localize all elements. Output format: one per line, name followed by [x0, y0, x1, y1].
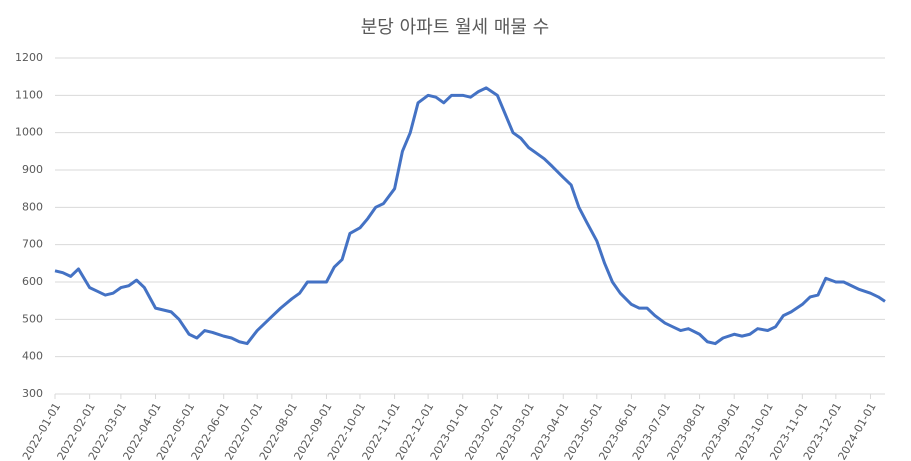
y-tick-label: 900	[22, 163, 43, 176]
y-tick-label: 300	[22, 387, 43, 400]
data-line	[54, 86, 886, 346]
y-tick-label: 500	[22, 312, 43, 325]
y-tick-label: 1200	[15, 51, 43, 64]
y-tick-label: 1000	[15, 126, 43, 139]
y-tick-label: 1100	[15, 88, 43, 101]
y-tick-label: 600	[22, 275, 43, 288]
chart-title: 분당 아파트 월세 매물 수	[361, 17, 550, 38]
y-tick-label: 800	[22, 200, 43, 213]
y-tick-label: 400	[22, 350, 43, 363]
y-tick-label: 700	[22, 238, 43, 251]
